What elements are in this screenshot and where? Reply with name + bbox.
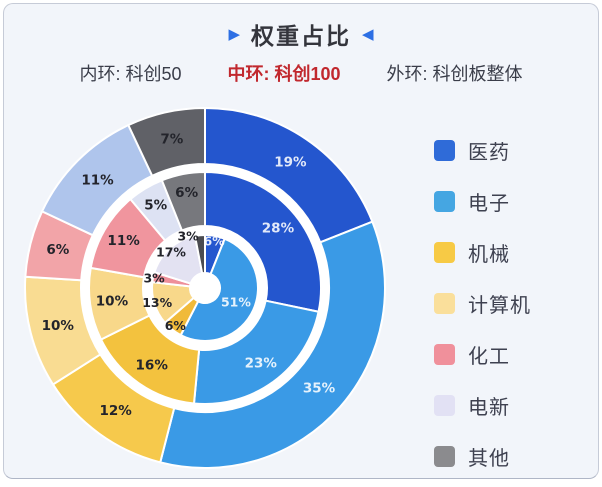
slice-label-middle-5: 5%	[144, 198, 167, 214]
slice-label-middle-6: 6%	[175, 185, 198, 201]
legend-item: 化工	[434, 340, 531, 369]
legend-item: 电新	[434, 391, 531, 420]
slice-label-middle-1: 23%	[245, 356, 278, 372]
ring-gap-inner	[190, 273, 220, 303]
middle-ring-key: 中环: 科创100	[227, 64, 341, 84]
weight-share-card: ▶ 权重占比 ◀ 内环: 科创50 中环: 科创100 外环: 科创板整体 19…	[3, 3, 599, 479]
slice-label-outer-6: 7%	[160, 132, 183, 148]
chart-legend: 医药电子机械计算机化工电新其他	[434, 136, 531, 471]
left-triangle-icon: ◀	[362, 25, 374, 43]
legend-item: 电子	[434, 187, 531, 216]
slice-label-middle-0: 28%	[262, 221, 295, 237]
slice-label-middle-3: 10%	[96, 293, 129, 309]
slice-label-middle-4: 11%	[107, 233, 140, 249]
inner-ring-key: 内环: 科创50	[79, 64, 182, 84]
legend-label: 机械	[468, 244, 510, 266]
slice-label-inner-5: 17%	[156, 245, 186, 260]
legend-item: 计算机	[434, 289, 531, 318]
legend-item: 其他	[434, 442, 531, 471]
nested-donut-chart: 19% 35% 12% 10% 6% 11% 7% 28% 23% 16% 10% 11% 5% 6% 6%…	[24, 107, 386, 469]
outer-ring-key: 外环: 科创板整体	[386, 64, 523, 84]
legend-label: 电子	[468, 193, 510, 215]
legend-swatch	[434, 395, 455, 416]
legend-swatch	[434, 140, 455, 161]
legend-label: 计算机	[468, 295, 531, 317]
legend-item: 机械	[434, 238, 531, 267]
slice-label-outer-4: 6%	[46, 242, 69, 258]
legend-swatch	[434, 446, 455, 467]
slice-label-outer-5: 11%	[81, 173, 114, 189]
slice-label-outer-1: 35%	[303, 381, 336, 397]
ring-key-row: 内环: 科创50 中环: 科创100 外环: 科创板整体	[4, 60, 598, 86]
legend-label: 其他	[468, 448, 510, 470]
chart-title-row: ▶ 权重占比 ◀	[4, 17, 598, 51]
slice-label-outer-3: 10%	[42, 318, 75, 334]
slice-label-inner-4: 3%	[143, 270, 165, 285]
legend-swatch	[434, 191, 455, 212]
legend-label: 电新	[468, 397, 510, 419]
page-title: 权重占比	[251, 23, 351, 49]
legend-swatch	[434, 293, 455, 314]
legend-label: 化工	[468, 346, 510, 368]
legend-label: 医药	[468, 142, 510, 164]
slice-label-outer-0: 19%	[274, 154, 307, 170]
slice-label-middle-2: 16%	[136, 357, 169, 373]
slice-label-inner-6: 3%	[177, 229, 199, 244]
legend-swatch	[434, 344, 455, 365]
slice-label-inner-1: 51%	[221, 295, 251, 310]
slice-label-inner-3: 13%	[142, 295, 172, 310]
legend-swatch	[434, 242, 455, 263]
slice-label-outer-2: 12%	[99, 403, 132, 419]
slice-label-inner-2: 6%	[165, 318, 187, 333]
right-triangle-icon: ▶	[228, 25, 240, 43]
slice-label-inner-0: 6%	[203, 233, 225, 248]
legend-item: 医药	[434, 136, 531, 165]
